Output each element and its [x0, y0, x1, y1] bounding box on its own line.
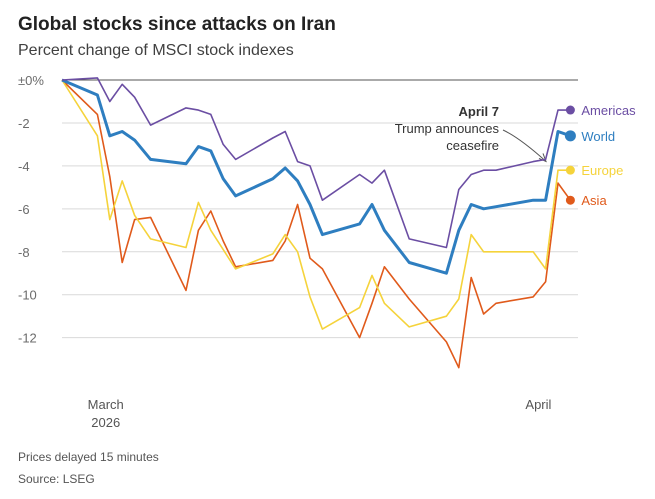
annotation-line: ceasefire	[446, 138, 499, 153]
end-marker-asia	[565, 195, 575, 205]
x-axis: March 2026 April	[88, 397, 552, 430]
end-marker-world	[564, 130, 576, 142]
series-line-americas	[61, 77, 571, 249]
annotation-title: April 7	[459, 104, 499, 119]
legend: Americas World Europe Asia	[564, 103, 636, 208]
y-tick-label: -2	[18, 116, 30, 131]
annotation-line: Trump announces	[395, 121, 500, 136]
series-lines	[61, 77, 572, 369]
legend-label-europe: Europe	[581, 163, 623, 178]
y-tick-label: -8	[18, 245, 30, 260]
y-tick-label: -4	[18, 159, 30, 174]
y-axis: ±0% -2 -4 -6 -8 -10 -12	[18, 73, 44, 346]
x-tick-label: March	[88, 397, 124, 412]
legend-label-americas: Americas	[581, 103, 636, 118]
x-tick-label: April	[525, 397, 551, 412]
source-note: Source: LSEG	[18, 472, 95, 486]
series-line-world	[61, 78, 571, 275]
chart-title: Global stocks since attacks on Iran	[18, 14, 336, 35]
y-tick-label: ±0%	[18, 73, 44, 88]
gridlines	[62, 79, 578, 339]
legend-label-asia: Asia	[581, 193, 607, 208]
delay-note: Prices delayed 15 minutes	[18, 450, 159, 464]
ceasefire-annotation: April 7 Trump announces ceasefire	[395, 104, 547, 163]
y-tick-label: -6	[18, 202, 30, 217]
chart-subtitle: Percent change of MSCI stock indexes	[18, 42, 294, 59]
series-line-asia	[61, 79, 572, 369]
y-tick-label: -10	[18, 288, 37, 303]
end-marker-americas	[565, 105, 575, 115]
legend-label-world: World	[581, 129, 615, 144]
x-tick-sublabel: 2026	[91, 415, 120, 430]
end-marker-europe	[565, 165, 575, 175]
series-line-europe	[61, 79, 571, 330]
annotation-arrow	[502, 129, 547, 162]
line-chart: ±0% -2 -4 -6 -8 -10 -12 March 2026 April April 7…	[18, 73, 636, 430]
y-tick-label: -12	[18, 331, 37, 346]
